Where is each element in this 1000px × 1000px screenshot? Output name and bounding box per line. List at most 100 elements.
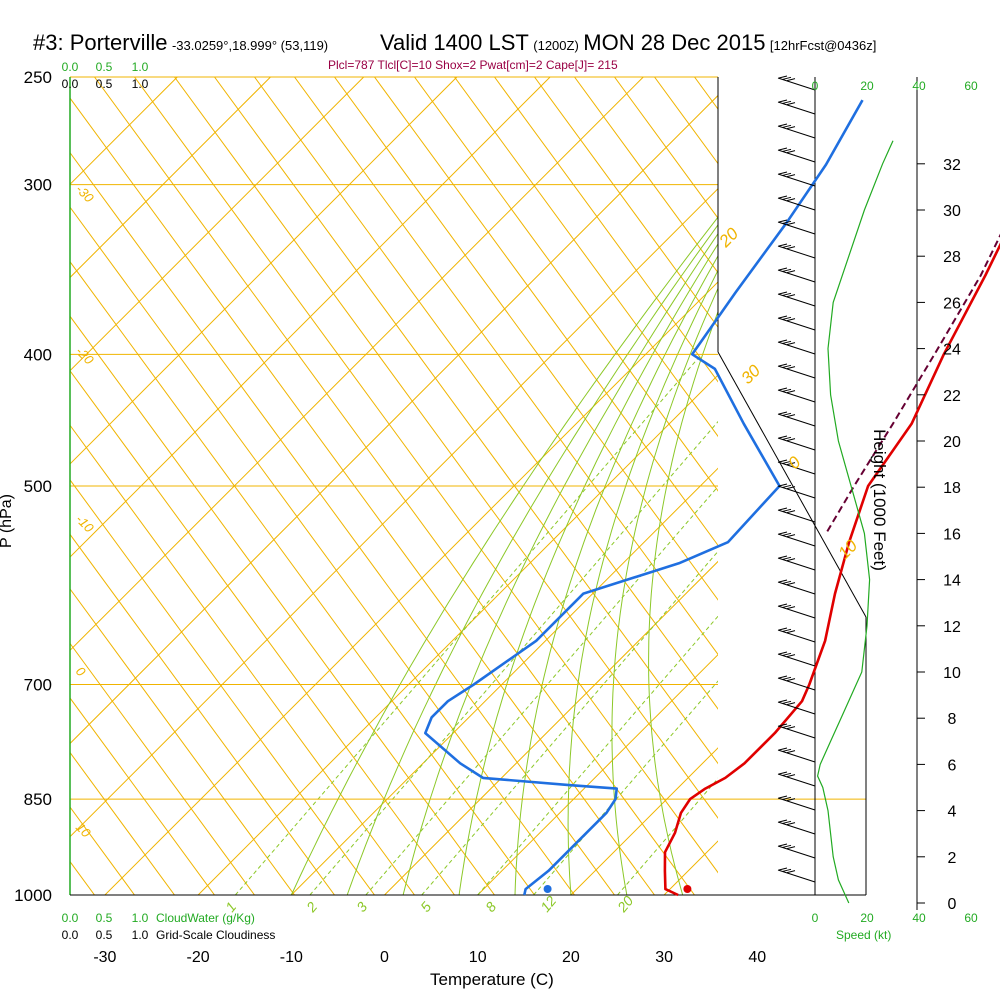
mixing-ratio-line bbox=[533, 680, 718, 895]
height-tick-label: 26 bbox=[943, 295, 961, 312]
height-tick-label: 10 bbox=[943, 665, 961, 682]
x-tick-label: 0 bbox=[380, 949, 389, 966]
cloudiness-caption: Grid-Scale Cloudiness bbox=[156, 928, 275, 942]
wind-barb bbox=[777, 627, 816, 643]
height-tick-label: 8 bbox=[948, 711, 957, 728]
speed-top-label: 60 bbox=[964, 79, 978, 93]
wind-barb bbox=[777, 819, 816, 835]
x-axis-title: Temperature (C) bbox=[430, 970, 554, 989]
cloudiness-top-label: 0.0 bbox=[62, 77, 79, 91]
wind-barb bbox=[777, 387, 816, 403]
moist-adiabat bbox=[402, 232, 718, 895]
isotherm-line bbox=[384, 560, 718, 895]
mixing-ratio-label: 5 bbox=[417, 899, 434, 915]
wind-barb bbox=[777, 99, 816, 115]
mixing-ratio-label: 20 bbox=[613, 893, 636, 916]
pressure-tick-label: 700 bbox=[24, 676, 52, 695]
cloudiness-bottom-label: 1.0 bbox=[132, 928, 149, 942]
cloudiness-bottom-label: 0.5 bbox=[96, 928, 113, 942]
mixing-ratio-label: 12 bbox=[537, 893, 559, 915]
moist-adiabat bbox=[567, 269, 718, 895]
pressure-tick-label: 300 bbox=[24, 176, 52, 195]
wind-barb bbox=[777, 123, 816, 139]
moist-adiabat bbox=[611, 287, 718, 895]
x-tick-label: -30 bbox=[93, 949, 116, 966]
mixing-ratio-label: 2 bbox=[302, 899, 320, 916]
cloudiness-top-label: 0.5 bbox=[96, 77, 113, 91]
forecast-info: [12hrFcst@0436z] bbox=[769, 38, 877, 53]
cloudiness-top-label: 1.0 bbox=[132, 77, 149, 91]
dry-adiabat bbox=[574, 77, 718, 274]
wind-barb bbox=[777, 411, 816, 427]
data-layer bbox=[424, 99, 1000, 897]
wind-barb bbox=[777, 723, 816, 739]
cloudiness-bottom-label: 0.0 bbox=[62, 928, 79, 942]
y-axis-title: P (hPa) bbox=[0, 494, 15, 548]
dry-adiabat bbox=[0, 77, 15, 895]
isotherm-label: 0 bbox=[73, 664, 89, 680]
wind-barb bbox=[777, 795, 816, 811]
wind-barb bbox=[777, 531, 816, 547]
dry-adiabat bbox=[70, 588, 295, 895]
x-tick-label: 20 bbox=[562, 949, 580, 966]
wind-barb bbox=[777, 171, 816, 187]
wind-layer bbox=[777, 75, 894, 904]
moist-adiabat bbox=[648, 310, 718, 895]
cloud-scale-bottom-label: 0.0 bbox=[62, 911, 79, 925]
station-coords: -33.0259°,18.999° (53,119) bbox=[171, 38, 329, 53]
speed-bottom-label: 0 bbox=[812, 911, 819, 925]
chart-header: #3: Porterville -33.0259°,18.999° (53,11… bbox=[33, 30, 328, 56]
isotherm-label: 20 bbox=[715, 224, 743, 252]
pressure-tick-label: 850 bbox=[24, 790, 52, 809]
height-tick-label: 14 bbox=[943, 573, 961, 590]
height-tick-label: 0 bbox=[948, 896, 957, 913]
valid-date: MON 28 Dec 2015 bbox=[583, 30, 766, 55]
pressure-tick-label: 500 bbox=[24, 477, 52, 496]
wind-barb bbox=[777, 747, 816, 763]
frame-layer bbox=[69, 77, 918, 910]
valid-local: Valid 1400 LST bbox=[380, 30, 529, 55]
height-tick-label: 22 bbox=[943, 388, 961, 405]
sounding-params: Plcl=787 Tlcl[C]=10 Shox=2 Pwat[cm]=2 Ca… bbox=[328, 58, 618, 72]
isotherm-label: -10 bbox=[73, 512, 97, 536]
cloudwater-caption: CloudWater (g/Kg) bbox=[156, 911, 255, 925]
wind-barb bbox=[777, 579, 816, 595]
wind-barb bbox=[777, 483, 816, 499]
speed-top-label: 40 bbox=[912, 79, 926, 93]
isotherm-label: 10 bbox=[834, 536, 861, 563]
dry-adiabat bbox=[454, 77, 718, 438]
isotherm-line bbox=[477, 653, 718, 895]
speed-bottom-label: 40 bbox=[912, 911, 926, 925]
dry-adiabat bbox=[975, 77, 1000, 895]
x-tick-label: 40 bbox=[748, 949, 766, 966]
wind-speed-line bbox=[816, 140, 894, 904]
speed-caption: Speed (kt) bbox=[836, 928, 891, 942]
wind-barb bbox=[777, 291, 816, 307]
wind-barb bbox=[777, 219, 816, 235]
dry-adiabat bbox=[70, 697, 215, 895]
mixing-ratio-line bbox=[365, 485, 718, 895]
valid-utc: (1200Z) bbox=[533, 38, 579, 53]
wind-barb bbox=[777, 459, 816, 475]
dry-adiabat bbox=[494, 77, 718, 383]
pressure-tick-label: 400 bbox=[24, 345, 52, 364]
wind-barb bbox=[777, 699, 816, 715]
height-tick-label: 18 bbox=[943, 480, 961, 497]
wind-barb bbox=[777, 267, 816, 283]
height-tick-label: 30 bbox=[943, 203, 961, 220]
dry-adiabat bbox=[614, 77, 718, 219]
height-tick-label: 6 bbox=[948, 757, 957, 774]
parcel-line bbox=[826, 233, 1000, 532]
wind-barb bbox=[777, 771, 816, 787]
isotherm-label: 30 bbox=[737, 361, 764, 388]
speed-top-label: 0 bbox=[812, 79, 819, 93]
dry-adiabat bbox=[70, 751, 175, 895]
moist-adiabat bbox=[458, 243, 718, 895]
valid-time: Valid 1400 LST (1200Z) MON 28 Dec 2015 [… bbox=[380, 30, 876, 56]
dry-adiabat bbox=[70, 533, 335, 895]
wind-barb bbox=[777, 555, 816, 571]
temperature-line bbox=[663, 242, 1000, 897]
height-tick-label: 4 bbox=[948, 804, 957, 821]
mixing-ratio-label: 8 bbox=[482, 899, 499, 915]
